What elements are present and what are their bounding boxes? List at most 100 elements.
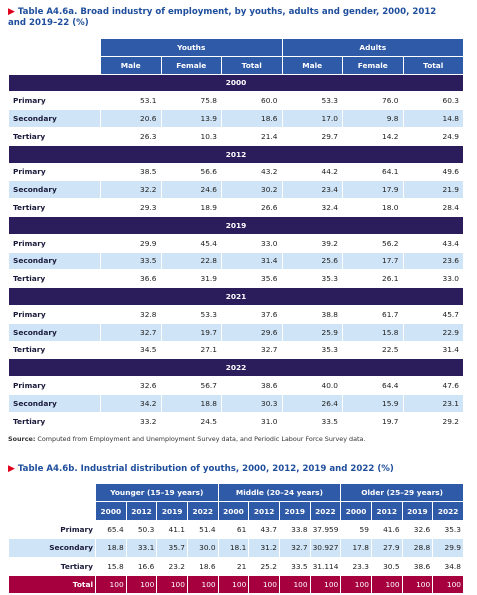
cell: 27.9	[370, 538, 403, 558]
data-row: Secondary 32.2 24.6 30.2 23.4 17.9 21.9	[8, 180, 464, 200]
cell: 32.8	[100, 304, 162, 324]
cell: 45.7	[402, 304, 464, 324]
data-row: Secondary 20.6 13.9 18.6 17.0 9.8 14.8	[8, 109, 464, 128]
cell: 44.2	[281, 162, 343, 182]
cell: 29.9	[432, 538, 464, 558]
cell: 41.1	[156, 519, 188, 540]
cell: 100	[186, 574, 219, 595]
cell: 32.6	[401, 519, 434, 540]
data-row: Secondary 32.7 19.7 29.6 25.9 15.8 22.9	[8, 322, 464, 342]
group-header: Younger (15–19 years)	[95, 482, 219, 503]
blank-cell	[8, 482, 96, 503]
cell: 27.1	[160, 340, 222, 360]
cell: 36.6	[100, 269, 162, 289]
column-header: 2000	[340, 501, 372, 521]
cell: 35.3	[432, 519, 464, 540]
cell: 51.4	[186, 519, 219, 540]
cell: 33.8	[278, 519, 311, 540]
header-row: 2000 2012 2019 2022 2000 2012 2019 2022 2000 2012…	[8, 501, 464, 521]
cell: 22.5	[342, 340, 404, 360]
cell: 19.7	[160, 322, 222, 342]
cell: 45.4	[160, 233, 222, 253]
cell: 32.2	[100, 180, 162, 200]
column-header: 2022	[432, 501, 464, 521]
cell: 23.4	[281, 180, 343, 200]
cell: 56.2	[342, 233, 404, 253]
cell: 18.6	[221, 109, 283, 128]
row-label: Tertiary	[8, 340, 101, 360]
cell: 24.5	[160, 411, 222, 431]
column-header: 2019	[278, 501, 311, 521]
cell: 35.6	[221, 269, 283, 289]
cell: 100	[401, 574, 434, 595]
cell: 35.3	[281, 340, 343, 360]
group-header: Older (25–29 years)	[340, 482, 464, 503]
cell: 24.9	[402, 126, 464, 146]
year-row: 2000	[8, 73, 464, 93]
row-label: Secondary	[8, 109, 101, 128]
cell: 75.8	[160, 91, 222, 111]
cell: 18.0	[342, 198, 404, 217]
data-row: Tertiary 26.3 10.3 21.4 29.7 14.2 24.9	[8, 126, 464, 146]
data-row: Primary 32.8 53.3 37.6 38.8 61.7 45.7	[8, 304, 464, 324]
cell: 34.8	[432, 556, 464, 576]
cell: 20.6	[100, 109, 162, 128]
cell: 33.5	[100, 251, 162, 271]
cell: 34.5	[100, 340, 162, 360]
cell: 100	[217, 574, 250, 595]
cell: 56.7	[160, 376, 222, 395]
cell: 29.6	[221, 322, 283, 342]
cell: 56.6	[160, 162, 222, 182]
cell: 9.8	[342, 109, 404, 128]
cell: 17.9	[342, 180, 404, 200]
cell: 100	[248, 574, 280, 595]
cell: 49.6	[402, 162, 464, 182]
year-label: 2000	[8, 73, 464, 93]
cell: 31.0	[221, 411, 283, 431]
cell: 28.8	[401, 538, 434, 558]
row-label: Primary	[8, 162, 101, 182]
column-header: 2012	[125, 501, 158, 521]
row-label: Primary	[8, 91, 101, 111]
cell: 17.8	[340, 538, 372, 558]
cell: 33.1	[125, 538, 158, 558]
cell: 38.6	[221, 376, 283, 395]
row-label: Secondary	[8, 538, 96, 558]
group-header: Youths	[100, 38, 283, 57]
cell: 30.2	[221, 180, 283, 200]
cell: 32.6	[100, 376, 162, 395]
cell: 15.8	[95, 556, 127, 576]
row-label: Tertiary	[8, 126, 101, 146]
data-row: Secondary 33.5 22.8 31.4 25.6 17.7 23.6	[8, 251, 464, 271]
cell: 29.2	[402, 411, 464, 431]
column-header: 2022	[186, 501, 219, 521]
cell: 28.4	[402, 198, 464, 217]
cell: 30.0	[186, 538, 219, 558]
cell: 64.4	[342, 376, 404, 395]
cell: 13.9	[160, 109, 222, 128]
year-label: 2022	[8, 358, 464, 378]
year-label: 2021	[8, 287, 464, 306]
cell: 32.7	[100, 322, 162, 342]
cell: 18.8	[95, 538, 127, 558]
cell: 31.114	[309, 556, 342, 576]
year-row: 2019	[8, 215, 464, 235]
cell: 26.1	[342, 269, 404, 289]
blank-cell	[8, 501, 96, 521]
row-label: Primary	[8, 233, 101, 253]
column-header: 2019	[156, 501, 188, 521]
cell: 38.5	[100, 162, 162, 182]
cell: 22.8	[160, 251, 222, 271]
header-row: Younger (15–19 years) Middle (20–24 years…	[8, 482, 464, 503]
row-label: Tertiary	[8, 411, 101, 431]
cell: 32.7	[221, 340, 283, 360]
cell: 43.7	[248, 519, 280, 540]
cell: 61	[217, 519, 250, 540]
data-row: Primary 53.1 75.8 60.0 53.3 76.0 60.3	[8, 91, 464, 111]
column-header: 2000	[95, 501, 127, 521]
cell: 18.8	[160, 393, 222, 413]
row-label: Primary	[8, 519, 96, 540]
header-row: Male Female Total Male Female Total	[8, 55, 464, 75]
cell: 100	[370, 574, 403, 595]
column-header: Male	[100, 55, 162, 75]
